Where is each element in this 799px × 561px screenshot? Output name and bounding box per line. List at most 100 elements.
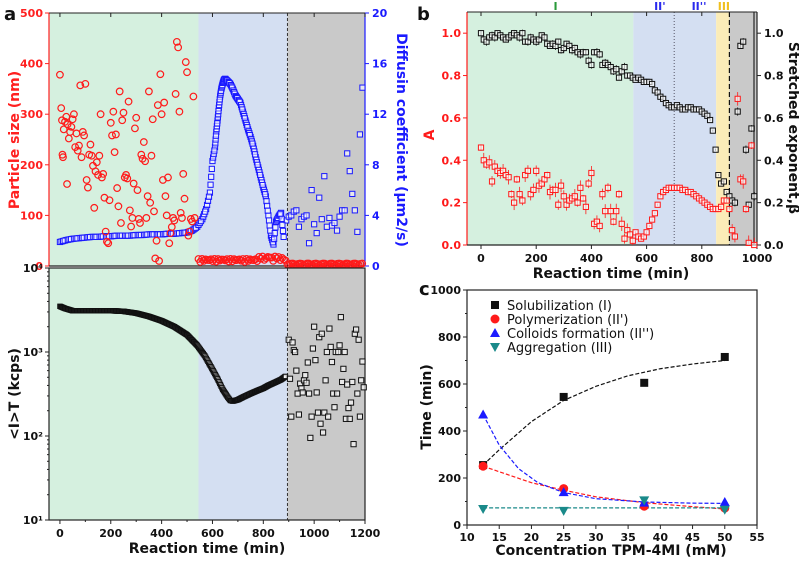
intensity-point: [314, 409, 322, 416]
amplitude-point: [524, 167, 532, 174]
diffusion-point: [257, 171, 264, 179]
beta-point: [740, 38, 747, 45]
y-tick-label: 800: [438, 331, 461, 344]
particle-size-point: [104, 239, 113, 248]
particle-size-point: [157, 110, 166, 119]
beta-point: [555, 38, 562, 45]
particle-size-point: [214, 255, 222, 263]
particle-size-point: [199, 256, 208, 265]
diffusion-point: [346, 168, 353, 175]
amplitude-point: [505, 174, 512, 181]
particle-size-point: [110, 148, 119, 157]
y-tick-label: 1000: [430, 284, 461, 297]
particle-size-point: [136, 219, 144, 227]
diffusion-point: [212, 132, 220, 139]
amplitude-point: [610, 218, 617, 225]
particle-size-point: [150, 207, 158, 216]
intensity-point: [359, 358, 366, 365]
beta-point: [588, 61, 595, 69]
diffusion-point: [249, 140, 256, 147]
y-left-tick-label: 0.6: [442, 112, 462, 125]
beta-point: [720, 178, 727, 185]
y-right-tick-label: 4: [372, 209, 380, 222]
particle-size-point: [137, 150, 146, 159]
particle-size-point: [242, 255, 251, 263]
diffusion-point: [313, 230, 320, 237]
diffusion-point: [277, 210, 284, 217]
particle-size-point: [127, 222, 136, 231]
amplitude-point: [486, 159, 493, 166]
diffusion-point: [344, 150, 351, 157]
diffusion-point: [272, 224, 279, 231]
diffusion-point: [318, 216, 325, 223]
y-tick-label: 10²: [23, 430, 43, 443]
intensity-point: [321, 409, 328, 416]
amplitude-point: [751, 241, 758, 249]
intensity-point: [302, 372, 309, 379]
y-right-tick-label: 16: [372, 58, 388, 71]
particle-size-point: [82, 176, 91, 184]
amplitude-point: [513, 176, 520, 183]
particle-size-point: [99, 170, 108, 178]
diffusion-point: [333, 227, 341, 234]
amplitude-point: [649, 216, 656, 223]
amplitude-point: [748, 142, 755, 149]
particle-size-point: [228, 257, 237, 266]
y-right-tick-label: 0.8: [764, 70, 784, 83]
particle-size-point: [90, 203, 99, 212]
intensity-point: [345, 404, 352, 412]
x-axis-title: Concentration TPM-4MI (mM): [495, 543, 726, 559]
particle-size-point: [77, 153, 86, 162]
particle-size-point: [146, 198, 155, 207]
particle-size-point: [134, 215, 143, 223]
particle-size-point: [118, 116, 127, 125]
x-tick-label: 600: [635, 252, 658, 265]
intensity-point: [322, 377, 329, 384]
particle-size-point: [129, 179, 138, 188]
particle-size-point: [256, 254, 265, 263]
diffusion-point: [295, 223, 303, 230]
y-tick-label: 10³: [23, 346, 43, 359]
y-left-tick-label: 400: [20, 58, 43, 71]
data-point: [559, 392, 568, 401]
y-left-axis-title: A: [422, 129, 438, 140]
particle-size-point: [176, 208, 185, 217]
x-tick-label: 40: [653, 531, 669, 544]
data-point: [558, 487, 569, 497]
particle-size-point: [230, 255, 238, 264]
diffusion-point: [254, 161, 261, 168]
particle-size-point: [148, 115, 157, 124]
amplitude-point: [571, 193, 578, 200]
y-right-tick-label: 0.2: [764, 197, 784, 210]
y-right-axis-title: Stretched exponent,β: [785, 42, 799, 214]
particle-size-point: [124, 97, 133, 106]
x-tick-label: 0: [477, 252, 485, 265]
amplitude-point: [516, 191, 523, 198]
amplitude-point: [731, 233, 739, 240]
intensity-point: [307, 434, 314, 441]
diffusion-point: [341, 207, 348, 214]
intensity-point: [336, 342, 343, 349]
panel-a-bottom-plot: 0 200 400 600 800 1000 1200 10¹ 10² 10³ 10⁴ Reactio…: [7, 262, 381, 557]
intensity-point: [311, 323, 318, 330]
particle-size-point: [139, 138, 148, 146]
intensity-point: [356, 413, 364, 420]
particle-size-point: [111, 130, 120, 139]
phase-label: II': [654, 0, 666, 13]
amplitude-point: [729, 227, 736, 234]
plot-frame: [48, 267, 366, 521]
y-left-tick-label: 100: [20, 209, 43, 222]
x-tick-label: 200: [525, 252, 548, 265]
x-tick-label: 15: [492, 531, 507, 544]
y-right-axis-title: Diffusin coefficient (µm2/s): [393, 33, 409, 247]
phase-label: I: [553, 0, 557, 13]
amplitude-point: [599, 191, 606, 198]
particle-size-point: [244, 257, 253, 265]
x-tick-label: 1200: [350, 527, 381, 540]
particle-size-point: [181, 58, 190, 66]
intensity-point: [358, 377, 365, 384]
fit-line: [482, 359, 725, 466]
amplitude-point: [626, 231, 634, 238]
particle-size-point: [138, 154, 147, 163]
diffusion-point: [354, 228, 361, 235]
